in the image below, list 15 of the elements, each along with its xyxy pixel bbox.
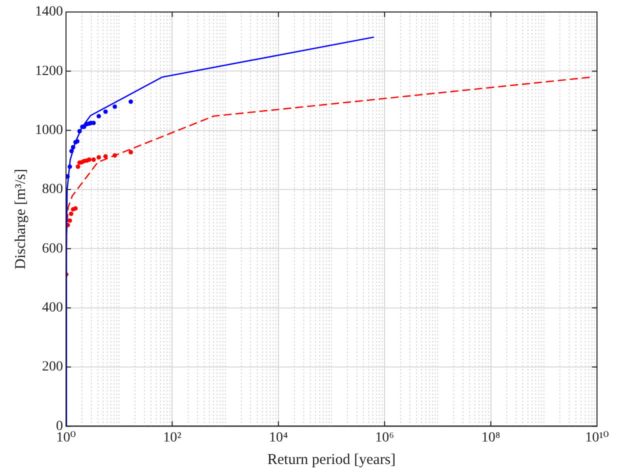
- y-tick-label: 400: [42, 300, 63, 316]
- y-tick-label: 600: [42, 241, 63, 256]
- y-tick-label: 200: [42, 360, 63, 375]
- x-axis-title: Return period [years]: [267, 452, 396, 468]
- x-tick-label: 10⁶: [375, 430, 394, 446]
- x-tick-label: 10⁴: [268, 430, 288, 446]
- x-tick-label: 10⁸: [481, 430, 500, 446]
- y-tick-label: 1400: [35, 4, 63, 20]
- y-tick-label: 1000: [35, 123, 63, 138]
- y-tick-label: 800: [42, 182, 63, 198]
- y-axis-title: Discharge [m³/s]: [12, 168, 29, 270]
- y-tick-label: 1200: [35, 64, 63, 79]
- x-tick-label: 10⁰: [56, 430, 76, 446]
- x-tick-label: 10¹⁰: [585, 430, 610, 446]
- x-tick-label: 10²: [163, 430, 182, 446]
